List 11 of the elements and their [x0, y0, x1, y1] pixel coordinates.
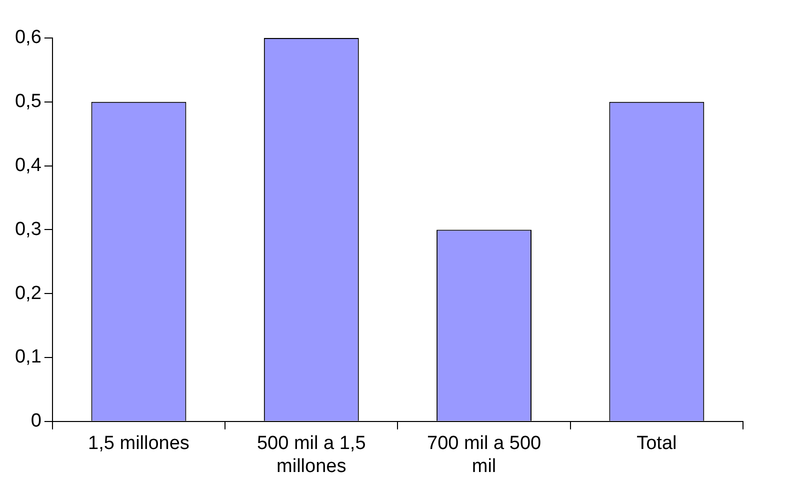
x-tick-label: 1,5 millones [88, 433, 190, 454]
x-tick-label: Total [636, 433, 677, 454]
y-tick-label: 0,5 [14, 91, 42, 112]
x-tick-label: 700 mil a 500 mil [426, 433, 542, 477]
y-tick-label: 0 [30, 410, 42, 432]
y-tick-label: 0,2 [14, 282, 42, 304]
x-tick-label: 500 mil a 1,5 millones [256, 433, 366, 477]
y-tick-label: 0,4 [14, 155, 42, 176]
y-tick-label: 0,3 [14, 218, 42, 240]
y-tick-label: 0,6 [14, 27, 42, 48]
y-tick-label: 0,1 [14, 346, 42, 368]
